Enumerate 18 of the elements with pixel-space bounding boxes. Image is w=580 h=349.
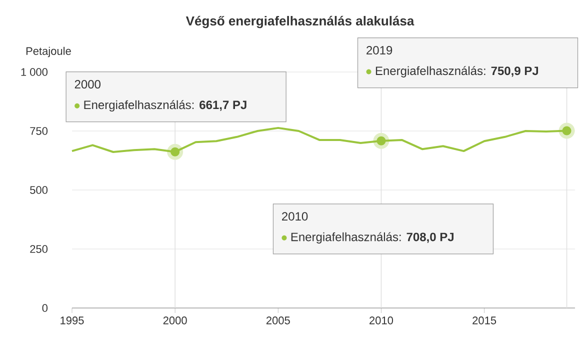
- x-tick-label: 2005: [266, 316, 290, 324]
- annotation: Energiafelhasználás: 708,0 PJ: [291, 232, 454, 244]
- annotation: Energiafelhasználás: 750,9 PJ: [376, 66, 538, 78]
- y-tick-label: 0: [42, 304, 48, 312]
- annotation: 2010: [282, 212, 308, 221]
- x-tick-label: 2000: [163, 316, 187, 324]
- x-tick-label: 1995: [60, 316, 84, 324]
- annotation: 2000: [74, 80, 101, 89]
- annotation: Energiafelhasználás: 661,7 PJ: [84, 100, 246, 112]
- chart-title: Végső energiafelhasználás alakulása: [186, 16, 414, 28]
- y-tick-label: 250: [30, 245, 48, 253]
- y-axis-title: Petajoule: [26, 46, 71, 58]
- x-tick-label: 2015: [472, 316, 496, 324]
- text: 2019: [366, 46, 392, 54]
- y-tick-label: 750: [30, 127, 48, 135]
- x-tick-label: 2010: [370, 316, 394, 324]
- y-tick-label: 1 000: [21, 68, 48, 76]
- y-tick-label: 500: [30, 186, 48, 194]
